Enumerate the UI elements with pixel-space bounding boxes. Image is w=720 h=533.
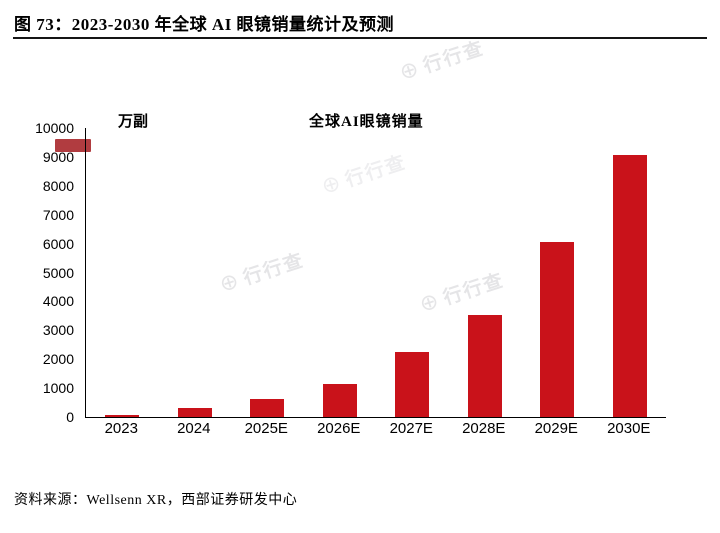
y-tick-label: 0 bbox=[66, 409, 74, 425]
y-tick-label: 1000 bbox=[42, 380, 74, 397]
y-axis-unit-label: 万副 bbox=[118, 114, 149, 130]
y-tick-label: 7000 bbox=[42, 206, 74, 223]
bar-2025E bbox=[250, 399, 285, 417]
bar-2023 bbox=[105, 415, 140, 417]
watermark-badge bbox=[55, 139, 91, 152]
chart-legend: 全球AI眼镜销量 bbox=[287, 110, 424, 131]
y-tick-label: 2000 bbox=[42, 351, 74, 368]
source-note: 资料来源：Wellsenn XR，西部证券研发中心 bbox=[14, 493, 298, 508]
y-tick-label: 10000 bbox=[35, 120, 74, 136]
x-tick-label: 2027E bbox=[389, 420, 433, 437]
x-axis-labels: 2023 2024 2025E 2026E 2027E 2028E 2029E 2030E bbox=[85, 421, 665, 443]
y-tick-label: 5000 bbox=[42, 264, 74, 281]
y-tick-label: 4000 bbox=[42, 293, 74, 310]
plot-area bbox=[85, 128, 666, 418]
bar-2029E bbox=[540, 242, 575, 417]
x-tick-label: 2023 bbox=[104, 420, 138, 437]
bar-2027E bbox=[395, 351, 430, 417]
bar-2028E bbox=[467, 315, 502, 417]
x-tick-label: 2029E bbox=[534, 420, 578, 437]
y-tick-label: 9000 bbox=[42, 148, 74, 165]
watermark: ⊕ 行行查 bbox=[396, 33, 488, 86]
x-tick-label: 2028E bbox=[462, 420, 506, 437]
watermark-logo-icon: ⊕ bbox=[396, 54, 424, 85]
figure-title: 图 73：2023-2030 年全球 AI 眼镜销量统计及预测 bbox=[14, 15, 395, 34]
title-divider bbox=[13, 37, 707, 39]
bar-2026E bbox=[322, 383, 357, 417]
y-tick-label: 3000 bbox=[42, 322, 74, 339]
y-axis-labels: 0 1000 2000 3000 4000 5000 6000 7000 8000 9000 100… bbox=[0, 121, 80, 424]
y-tick-label: 8000 bbox=[42, 177, 74, 194]
legend-swatch-icon bbox=[287, 114, 300, 127]
x-tick-label: 2030E bbox=[607, 420, 651, 437]
x-tick-label: 2024 bbox=[177, 420, 211, 437]
x-tick-label: 2025E bbox=[244, 420, 288, 437]
legend-series-label: 全球AI眼镜销量 bbox=[309, 114, 424, 130]
watermark-text: 行行查 bbox=[420, 37, 488, 78]
y-tick-label: 6000 bbox=[42, 235, 74, 252]
bar-2030E bbox=[612, 155, 647, 417]
x-tick-label: 2026E bbox=[317, 420, 361, 437]
bar-2024 bbox=[177, 408, 212, 417]
